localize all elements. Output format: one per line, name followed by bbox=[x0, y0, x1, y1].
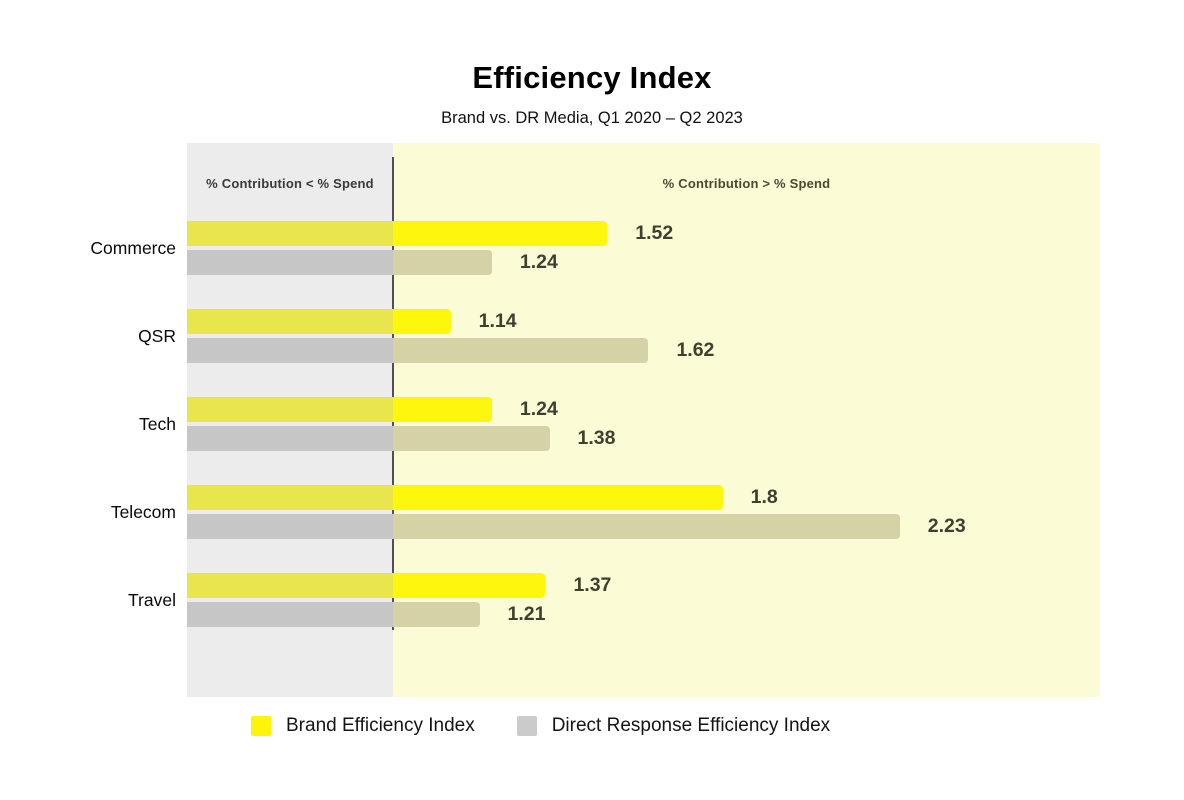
region-label-left: % Contribution < % Spend bbox=[206, 176, 374, 191]
legend-label: Brand Efficiency Index bbox=[286, 715, 475, 736]
bar-brand-tech bbox=[187, 397, 492, 422]
bar-brand-commerce bbox=[187, 221, 608, 246]
category-label-commerce: Commerce bbox=[90, 238, 176, 258]
bar-direct-response-commerce bbox=[187, 250, 492, 275]
value-label-dr-telecom: 2.23 bbox=[927, 515, 966, 537]
value-label-brand-telecom: 1.8 bbox=[750, 486, 778, 508]
bar-direct-response-qsr bbox=[187, 338, 649, 363]
chart-title: Efficiency Index bbox=[472, 60, 712, 95]
chart-subtitle: Brand vs. DR Media, Q1 2020 – Q2 2023 bbox=[441, 109, 743, 127]
plot-area: % Contribution < % Spend % Contribution … bbox=[187, 143, 1100, 697]
legend-swatch-brand bbox=[251, 716, 271, 736]
bar-direct-response-telecom bbox=[187, 514, 900, 539]
value-label-brand-travel: 1.37 bbox=[573, 574, 612, 596]
value-label-dr-commerce: 1.24 bbox=[519, 251, 558, 273]
value-label-brand-tech: 1.24 bbox=[519, 398, 558, 420]
legend-label: Direct Response Efficiency Index bbox=[551, 715, 831, 736]
value-label-dr-qsr: 1.62 bbox=[676, 339, 715, 361]
category-label-telecom: Telecom bbox=[110, 502, 176, 522]
category-label-tech: Tech bbox=[139, 414, 176, 434]
legend-swatch-direct-response bbox=[516, 716, 537, 736]
region-label-right: % Contribution > % Spend bbox=[662, 176, 831, 191]
bar-direct-response-tech bbox=[187, 426, 550, 451]
value-label-brand-qsr: 1.14 bbox=[478, 310, 517, 332]
value-label-brand-commerce: 1.52 bbox=[635, 222, 674, 244]
bar-brand-qsr bbox=[187, 309, 451, 334]
bar-direct-response-travel bbox=[187, 602, 480, 627]
legend: Brand Efficiency Index Direct Response Ef… bbox=[251, 715, 830, 737]
category-label-qsr: QSR bbox=[138, 326, 176, 346]
category-label-travel: Travel bbox=[128, 590, 176, 610]
legend-item-brand: Brand Efficiency Index bbox=[251, 715, 475, 737]
value-label-dr-tech: 1.38 bbox=[577, 427, 616, 449]
value-label-dr-travel: 1.21 bbox=[507, 603, 546, 625]
parity-divider-line bbox=[392, 157, 394, 630]
bar-brand-travel bbox=[187, 573, 546, 598]
bar-brand-telecom bbox=[187, 485, 723, 510]
legend-item-direct-response: Direct Response Efficiency Index bbox=[516, 715, 831, 737]
